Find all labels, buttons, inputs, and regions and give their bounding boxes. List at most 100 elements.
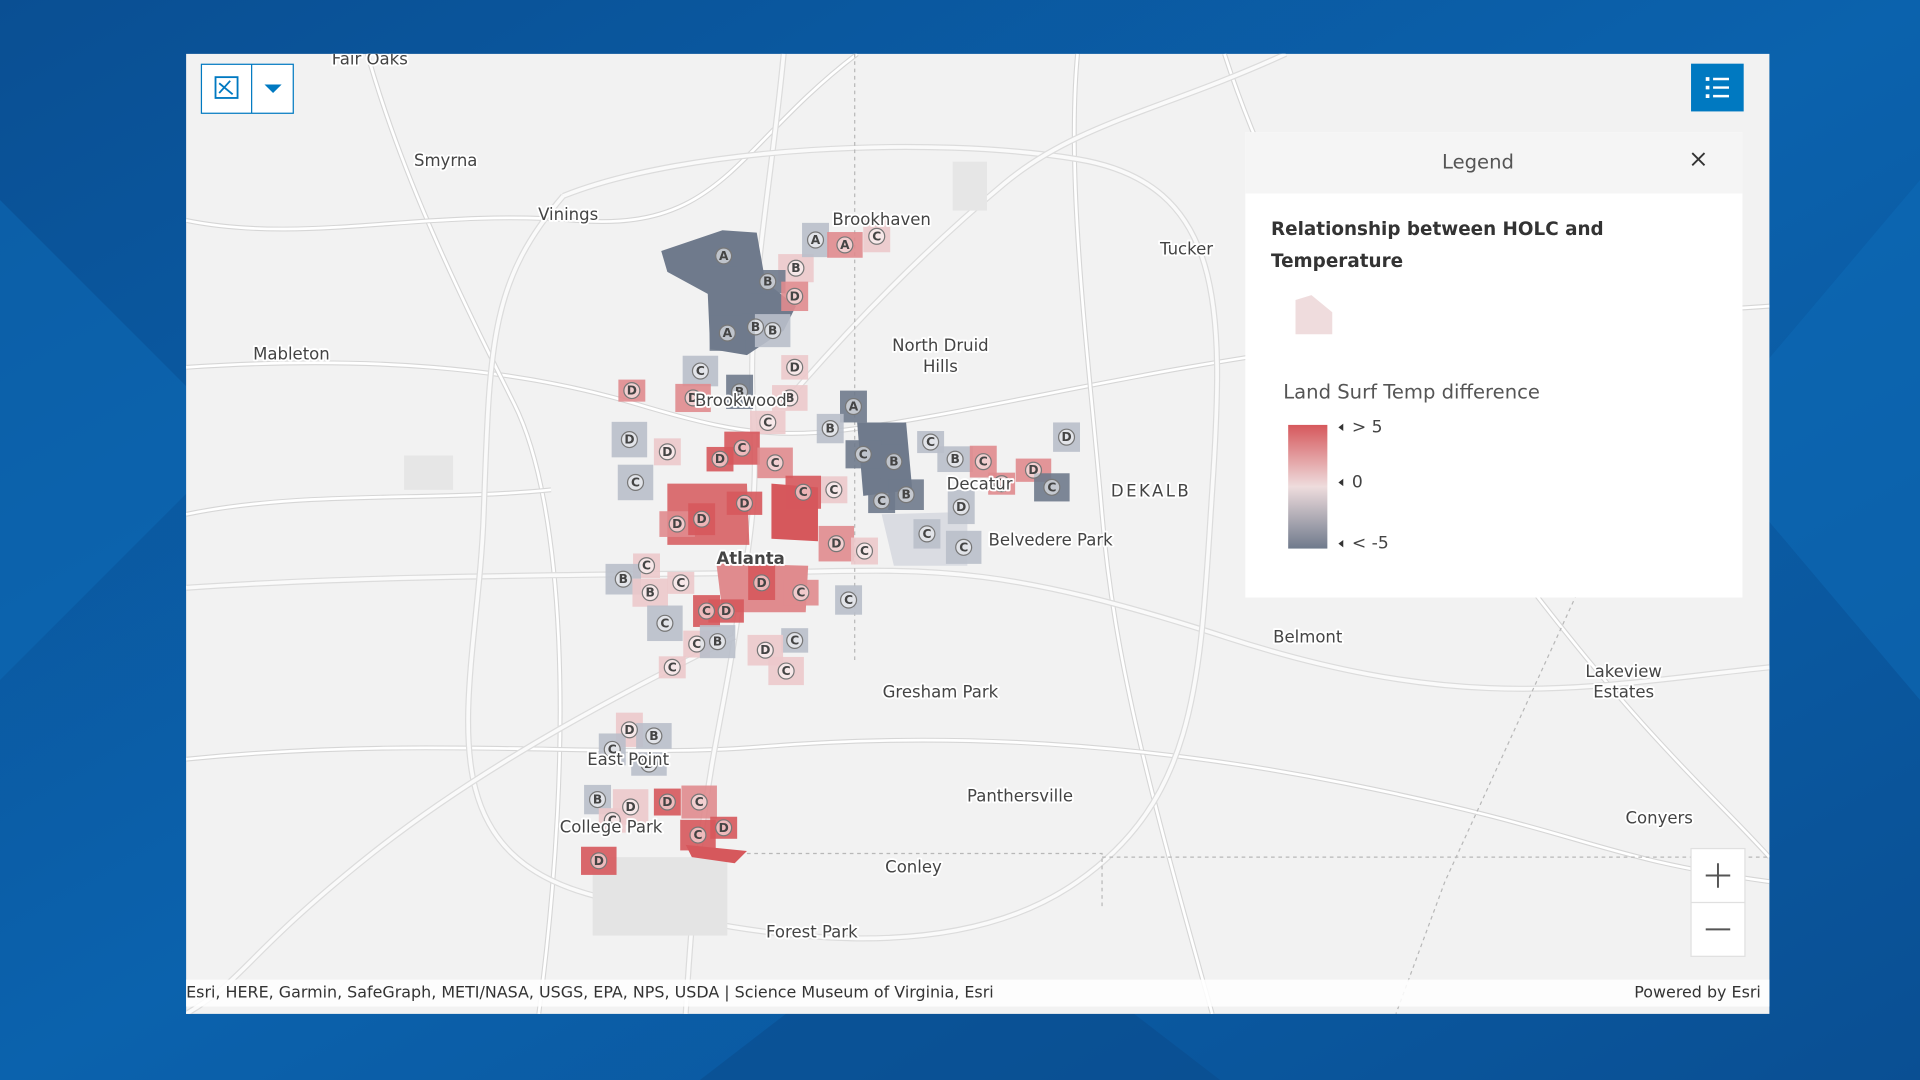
grade-marker <box>590 852 608 870</box>
legend-stop: < -5 <box>1352 534 1389 554</box>
zoom-in[interactable] <box>1705 863 1731 888</box>
grade-label: B <box>593 793 602 807</box>
grade-label: B <box>901 488 910 502</box>
place-label: Forest Park <box>766 923 858 942</box>
grade-label: C <box>877 494 886 508</box>
grade-marker <box>781 389 799 407</box>
legend-field-title: Land Surf Temp difference <box>1283 381 1540 404</box>
grade-label: D <box>739 496 749 510</box>
legend-layer-title: Relationship between HOLC and <box>1271 219 1604 240</box>
toggle-icon[interactable] <box>214 76 239 99</box>
legend-button-icon <box>1705 77 1710 98</box>
grade-label: B <box>713 635 722 649</box>
grade-marker <box>637 557 656 575</box>
grade-marker <box>759 273 777 291</box>
place-label: Panthersville <box>967 787 1073 806</box>
grade-marker <box>844 397 863 416</box>
grade-label: C <box>608 742 617 756</box>
grade-marker <box>733 439 751 457</box>
grade-label: C <box>702 604 711 618</box>
grade-label: D <box>1061 430 1071 444</box>
grade-label: D <box>688 391 698 405</box>
grade-marker <box>1043 478 1061 496</box>
place-labels: Fair Oaks Smyrna Vinings Brookhaven Tucker Ma… <box>251 54 1694 944</box>
zoom-control[interactable] <box>1690 847 1746 957</box>
grade-marker <box>735 494 754 512</box>
legend-close[interactable] <box>1691 152 1706 166</box>
grade-marker <box>955 538 973 556</box>
grade-marker <box>672 574 690 592</box>
grade-marker <box>827 535 845 553</box>
grade-marker <box>1057 428 1076 446</box>
toggle-caret[interactable] <box>264 84 282 94</box>
grade-marker <box>786 287 804 305</box>
toggle-frame[interactable] <box>200 63 294 114</box>
place-label: Vinings <box>538 205 598 224</box>
grade-label: D <box>1028 463 1038 477</box>
grade-label: C <box>695 795 704 809</box>
place-label: Lakeview <box>1585 662 1662 681</box>
grade-marker <box>588 791 607 809</box>
grade-label: A <box>811 233 821 247</box>
layer-toggle[interactable] <box>200 63 294 114</box>
grade-marker <box>711 450 729 468</box>
grade-marker <box>614 570 632 588</box>
grade-label: C <box>796 586 805 600</box>
attribution-bar <box>186 979 1770 1007</box>
grade-label: D <box>790 360 800 374</box>
grade-marker <box>855 542 874 560</box>
grade-label: B <box>768 324 777 338</box>
grade-marker <box>787 259 805 277</box>
grade-marker <box>693 510 711 528</box>
grade-label: C <box>642 559 651 573</box>
grade-marker <box>746 318 765 336</box>
grade-marker <box>993 475 1011 493</box>
grade-label: C <box>959 540 968 554</box>
legend-stop: 0 <box>1352 472 1363 492</box>
bg-diamond <box>1700 180 1920 700</box>
grade-marker <box>821 420 839 438</box>
grade-marker <box>885 453 903 471</box>
grade-label: C <box>693 828 702 842</box>
grade-marker <box>836 236 854 254</box>
grade-label: D <box>626 800 636 814</box>
powered-by[interactable]: Powered by Esri <box>1634 983 1761 1002</box>
grade-label: C <box>926 435 935 449</box>
grade-marker <box>641 584 659 602</box>
place-label: Conley <box>885 858 942 877</box>
grade-label: D <box>662 795 672 809</box>
place-label: Estates <box>1593 683 1654 702</box>
grade-label: B <box>646 586 655 600</box>
grade-label: C <box>829 483 838 497</box>
grade-marker <box>873 492 891 510</box>
grade-marker <box>952 498 970 516</box>
grade-label: D <box>719 821 729 835</box>
legend-button[interactable] <box>1691 63 1744 112</box>
grade-label: D <box>627 384 637 398</box>
grade-label: A <box>840 238 850 252</box>
grade-marker <box>620 431 638 449</box>
grade-marker <box>731 383 749 401</box>
grade-label: C <box>1047 480 1056 494</box>
place-label: North Druid <box>892 336 989 355</box>
grade-label: C <box>844 593 853 607</box>
grade-label: A <box>723 326 733 340</box>
grade-label: C <box>872 229 881 243</box>
place-label: Mableton <box>253 345 330 364</box>
grade-label: A <box>719 249 729 263</box>
grade-marker <box>777 662 795 680</box>
grade-label: C <box>979 455 988 469</box>
legend-header-bg <box>1245 132 1743 194</box>
place-label: Gresham Park <box>883 683 999 702</box>
grade-marker <box>764 322 782 340</box>
grade-marker <box>840 591 858 609</box>
grade-marker <box>688 635 706 653</box>
grade-label: D <box>831 537 841 551</box>
grade-label: B <box>950 452 959 466</box>
grade-marker <box>1024 461 1043 479</box>
legend-stop: > 5 <box>1352 417 1383 437</box>
